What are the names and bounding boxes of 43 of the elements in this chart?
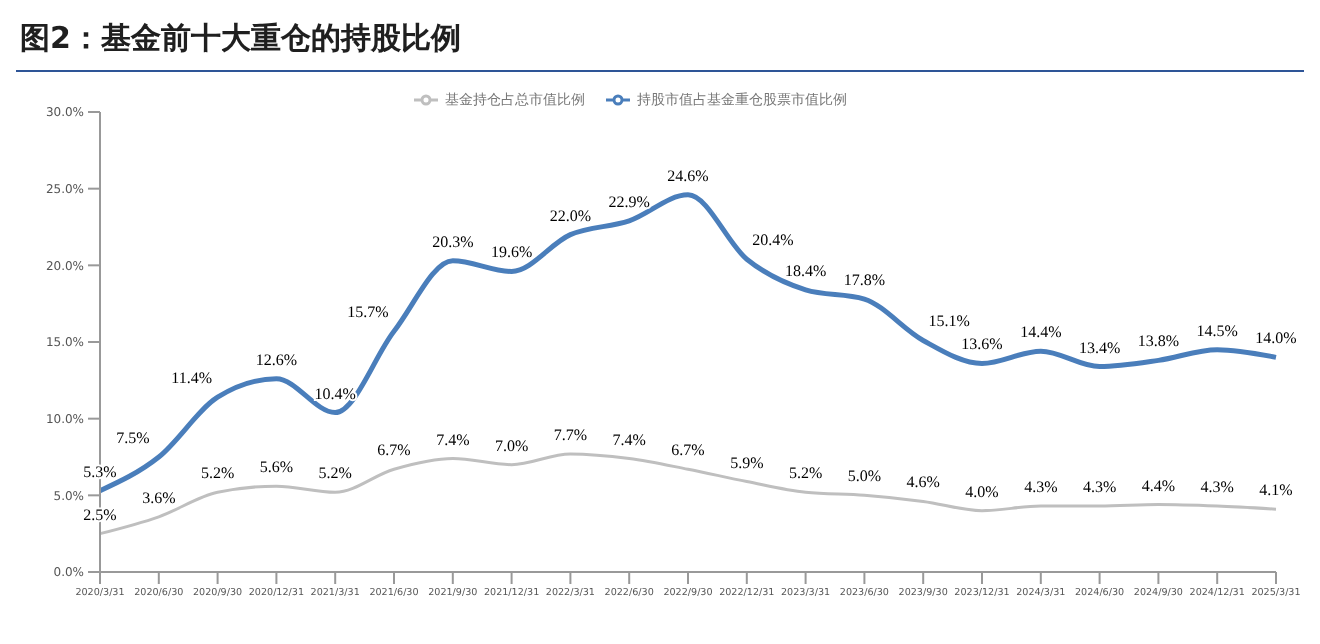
data-label: 14.4% xyxy=(1020,323,1063,342)
data-label: 4.6% xyxy=(906,473,941,492)
data-label: 15.7% xyxy=(347,303,390,322)
data-label: 6.7% xyxy=(377,441,412,460)
data-label: 18.4% xyxy=(784,261,827,280)
data-label: 4.0% xyxy=(965,482,1000,501)
data-label: 20.4% xyxy=(752,231,795,250)
data-label: 7.4% xyxy=(436,430,471,449)
data-label: 20.3% xyxy=(432,232,475,251)
data-label: 11.4% xyxy=(171,369,213,388)
data-label: 13.8% xyxy=(1137,332,1180,351)
data-label: 7.7% xyxy=(553,425,588,444)
data-label: 13.4% xyxy=(1078,338,1121,357)
data-label: 5.2% xyxy=(318,464,353,483)
data-label: 4.3% xyxy=(1200,478,1235,497)
data-label: 10.4% xyxy=(314,384,357,403)
data-label: 7.5% xyxy=(116,429,151,447)
data-label: 5.0% xyxy=(847,467,882,486)
data-label: 6.7% xyxy=(671,441,706,460)
data-label: 3.6% xyxy=(142,488,177,507)
data-label: 5.9% xyxy=(730,453,765,472)
data-label: 5.2% xyxy=(788,464,823,483)
data-label: 12.6% xyxy=(255,350,298,369)
data-label: 22.9% xyxy=(608,192,651,211)
data-label: 4.1% xyxy=(1259,481,1294,500)
chart-title: 图2：基金前十大重仓的持股比例 xyxy=(16,16,1304,72)
data-label: 4.3% xyxy=(1024,478,1059,497)
data-label: 4.4% xyxy=(1141,476,1176,495)
data-label: 15.1% xyxy=(928,312,971,331)
data-label: 24.6% xyxy=(667,166,710,185)
data-label: 7.4% xyxy=(612,430,647,449)
data-label: 13.6% xyxy=(961,335,1004,354)
data-label: 5.2% xyxy=(200,464,235,483)
data-label: 7.0% xyxy=(494,436,529,455)
data-label: 14.0% xyxy=(1255,329,1298,348)
data-label: 5.6% xyxy=(259,458,294,477)
data-label: 4.3% xyxy=(1082,478,1117,497)
data-label: 17.8% xyxy=(843,271,886,290)
data-label: 2.5% xyxy=(83,505,118,524)
data-label: 22.0% xyxy=(549,206,592,225)
data-label: 19.6% xyxy=(490,243,533,262)
data-label: 5.3% xyxy=(83,462,118,481)
data-label: 14.5% xyxy=(1196,321,1239,340)
